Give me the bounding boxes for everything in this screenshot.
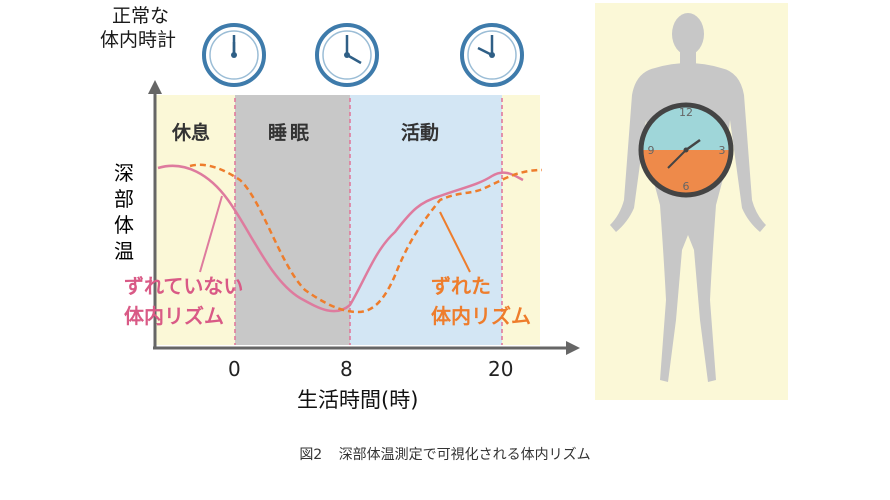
rest-band-right xyxy=(502,95,540,345)
body-clock-3: 3 xyxy=(719,144,726,157)
figure-number: 図2 xyxy=(299,447,323,463)
x-axis-arrow xyxy=(566,341,580,355)
aligned-rhythm-label-line2: 体内リズム xyxy=(124,304,224,328)
clock-icon-8h xyxy=(315,23,379,87)
clock-icon-0h xyxy=(202,23,266,87)
shifted-rhythm-label: ずれた 体内リズム xyxy=(431,271,531,331)
x-tick-0: 0 xyxy=(228,357,241,381)
y-axis-arrow xyxy=(148,80,162,94)
aligned-label-pointer xyxy=(199,195,223,273)
aligned-rhythm-curve xyxy=(157,164,524,313)
active-band xyxy=(350,95,502,345)
x-axis-label: 生活時間(時) xyxy=(297,388,419,412)
figure-caption: 図2 深部体温測定で可視化される体内リズム xyxy=(0,444,890,464)
aligned-rhythm-label-line1: ずれていない xyxy=(124,274,244,298)
clock-heading: 正常な 体内時計 xyxy=(100,4,176,52)
phase-label-sleep: 睡眠 xyxy=(268,122,313,144)
shifted-rhythm-curve xyxy=(189,163,543,314)
rest-band-left xyxy=(155,95,235,345)
shifted-rhythm-label-line1: ずれた xyxy=(431,274,491,298)
clock-heading-line2: 体内時計 xyxy=(100,29,177,51)
body-clock-9: 9 xyxy=(648,144,655,157)
phase-label-active: 活動 xyxy=(401,122,440,144)
shifted-rhythm-label-line2: 体内リズム xyxy=(431,304,531,328)
y-axis-label: 深 部 体 温 xyxy=(112,160,136,264)
y-axis-char: 温 xyxy=(114,239,134,263)
body-clock-12: 12 xyxy=(679,106,693,119)
y-axis-char: 深 xyxy=(114,161,134,185)
x-tick-20: 20 xyxy=(488,357,514,381)
body-clock-6: 6 xyxy=(683,180,690,193)
body-clock-numbers: 12 3 6 9 xyxy=(648,106,726,193)
shifted-label-pointer xyxy=(439,211,471,273)
x-tick-8: 8 xyxy=(340,357,353,381)
clock-heading-line1: 正常な xyxy=(112,5,170,27)
figure-title: 深部体温測定で可視化される体内リズム xyxy=(338,447,591,463)
phase-label-rest: 休息 xyxy=(172,122,211,144)
y-axis-char: 体 xyxy=(114,213,134,237)
clock-icon-20h xyxy=(460,23,524,87)
sleep-band xyxy=(235,95,350,345)
aligned-rhythm-label: ずれていない 体内リズム xyxy=(124,271,243,331)
y-axis-char: 部 xyxy=(114,187,134,211)
